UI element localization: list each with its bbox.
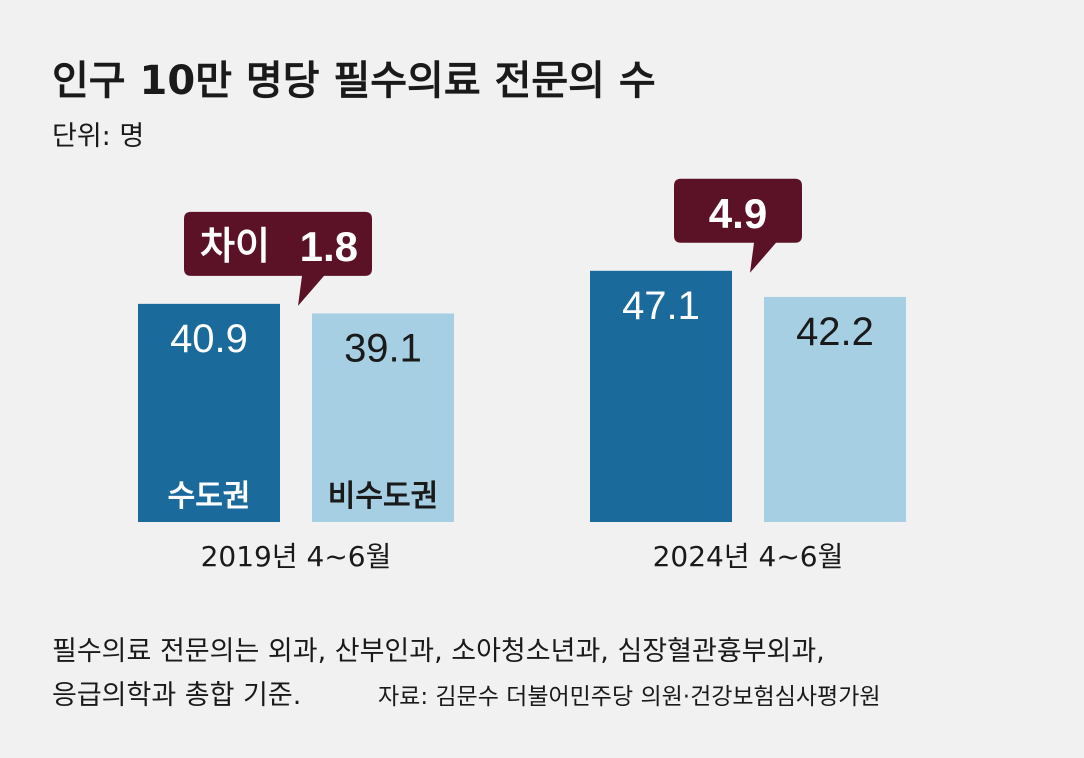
bar-value-label: 40.9 xyxy=(170,317,248,361)
bar-capital-1 xyxy=(590,270,732,522)
callout-value: 1.8 xyxy=(300,223,358,270)
series-label: 비수도권 xyxy=(328,479,438,514)
unit-label: 단위: 명 xyxy=(52,121,144,152)
series-label: 수도권 xyxy=(168,479,251,514)
footnote-line-2: 응급의학과 총합 기준. xyxy=(52,680,301,711)
callout-prefix: 차이 xyxy=(200,224,270,268)
bar-value-label: 39.1 xyxy=(344,326,422,370)
chart-title: 인구 10만 명당 필수의료 전문의 수 xyxy=(52,58,656,104)
difference-callout-0 xyxy=(184,211,372,306)
bar-noncapital-0 xyxy=(312,313,454,522)
bar-value-label: 42.2 xyxy=(796,310,874,354)
category-label: 2024년 4~6월 xyxy=(653,540,844,573)
difference-callout-1 xyxy=(674,178,802,273)
bar-noncapital-1 xyxy=(764,296,906,522)
bar-capital-0 xyxy=(138,303,280,522)
callout-value: 4.9 xyxy=(709,190,767,237)
footnote-line-1: 필수의료 전문의는 외과, 산부인과, 소아청소년과, 심장혈관흉부외과, xyxy=(52,636,825,667)
chart-marks: 40.9 수도권 39.1 비수도권 2019년 4~6월 차이 1.8 47.1 42.2 20… xyxy=(138,178,906,573)
category-label: 2019년 4~6월 xyxy=(201,540,392,573)
source-note: 자료: 김문수 더불어민주당 의원·건강보험심사평가원 xyxy=(378,684,881,710)
bar-value-label: 47.1 xyxy=(622,284,700,328)
